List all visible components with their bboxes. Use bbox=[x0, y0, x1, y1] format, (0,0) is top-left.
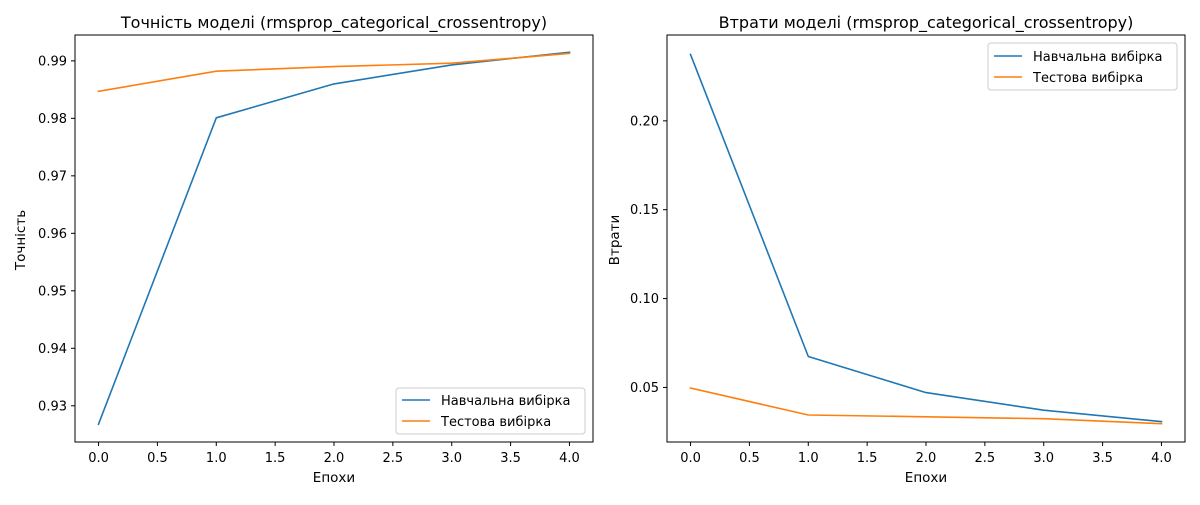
loss-lines bbox=[689, 53, 1163, 425]
loss-x-tick-label: 1.5 bbox=[857, 451, 878, 466]
loss-x-tick-label: 1.0 bbox=[798, 451, 819, 466]
loss-y-tick-label: 0.05 bbox=[630, 381, 659, 396]
loss-x-tick-label: 2.5 bbox=[975, 451, 996, 466]
accuracy-y-tick-label: 0.96 bbox=[38, 227, 67, 242]
accuracy-y-tick-label: 0.95 bbox=[38, 284, 67, 299]
loss-chart-title: Втрати моделі (rmsprop_categorical_cross… bbox=[719, 13, 1134, 33]
accuracy-x-tick-label: 2.0 bbox=[324, 451, 345, 466]
accuracy-plot-frame bbox=[74, 34, 594, 443]
accuracy-y-axis-label: Точність bbox=[13, 210, 29, 271]
accuracy-legend-test-label: Тестова вибірка bbox=[440, 415, 551, 430]
accuracy-lines bbox=[97, 51, 571, 426]
loss-legend-train-label: Навчальна вибірка bbox=[1033, 50, 1162, 65]
accuracy-x-tick-label: 2.5 bbox=[383, 451, 404, 466]
loss-y-tick-label: 0.20 bbox=[630, 114, 659, 129]
loss-legend-box bbox=[987, 42, 1178, 91]
accuracy-legend-train-label: Навчальна вибірка bbox=[441, 394, 570, 409]
loss-y-tick-label: 0.10 bbox=[630, 292, 659, 307]
accuracy-x-ticks: 0.0 0.5 1.0 1.5 2.0 2.5 3.0 3.5 4.0 bbox=[88, 442, 580, 466]
loss-y-ticks: 0.05 0.10 0.15 0.20 bbox=[630, 114, 667, 396]
loss-x-tick-label: 0.5 bbox=[739, 451, 760, 466]
accuracy-x-tick-label: 0.0 bbox=[88, 451, 109, 466]
loss-x-tick-label: 2.0 bbox=[916, 451, 937, 466]
accuracy-x-tick-label: 1.5 bbox=[265, 451, 286, 466]
accuracy-y-ticks: 0.93 0.94 0.95 0.96 0.97 0.98 0.99 bbox=[38, 54, 75, 414]
loss-legend-test-label: Тестова вибірка bbox=[1032, 71, 1143, 86]
accuracy-legend: Навчальна вибірка Тестова вибірка bbox=[395, 387, 586, 435]
accuracy-x-axis-label: Епохи bbox=[313, 470, 355, 486]
loss-plot-frame bbox=[666, 34, 1186, 443]
loss-chart: Втрати моделі (rmsprop_categorical_cross… bbox=[607, 13, 1186, 486]
accuracy-y-tick-label: 0.97 bbox=[38, 169, 67, 184]
accuracy-x-tick-label: 3.5 bbox=[500, 451, 521, 466]
accuracy-chart-title: Точність моделі (rmsprop_categorical_cro… bbox=[120, 13, 547, 33]
accuracy-x-tick-label: 4.0 bbox=[559, 451, 580, 466]
loss-y-axis-label: Втрати bbox=[607, 215, 623, 266]
accuracy-y-tick-label: 0.99 bbox=[38, 54, 67, 69]
loss-x-ticks: 0.0 0.5 1.0 1.5 2.0 2.5 3.0 3.5 4.0 bbox=[680, 442, 1172, 466]
accuracy-x-tick-label: 3.0 bbox=[441, 451, 462, 466]
loss-x-tick-label: 3.5 bbox=[1092, 451, 1113, 466]
loss-x-tick-label: 0.0 bbox=[680, 451, 701, 466]
accuracy-y-tick-label: 0.98 bbox=[38, 112, 67, 127]
accuracy-x-tick-label: 0.5 bbox=[147, 451, 168, 466]
accuracy-chart: Точність моделі (rmsprop_categorical_cro… bbox=[13, 13, 594, 486]
accuracy-x-tick-label: 1.0 bbox=[206, 451, 227, 466]
loss-x-tick-label: 3.0 bbox=[1033, 451, 1054, 466]
loss-series-line-train bbox=[689, 53, 1163, 423]
loss-series-line-test bbox=[689, 387, 1163, 425]
accuracy-series-line-test bbox=[97, 52, 571, 93]
loss-x-axis-label: Епохи bbox=[905, 470, 947, 486]
accuracy-legend-box bbox=[395, 387, 586, 435]
accuracy-y-tick-label: 0.94 bbox=[38, 342, 67, 357]
loss-y-tick-label: 0.15 bbox=[630, 203, 659, 218]
accuracy-y-tick-label: 0.93 bbox=[38, 399, 67, 414]
loss-legend: Навчальна вибірка Тестова вибірка bbox=[987, 42, 1178, 91]
loss-x-tick-label: 4.0 bbox=[1151, 451, 1172, 466]
